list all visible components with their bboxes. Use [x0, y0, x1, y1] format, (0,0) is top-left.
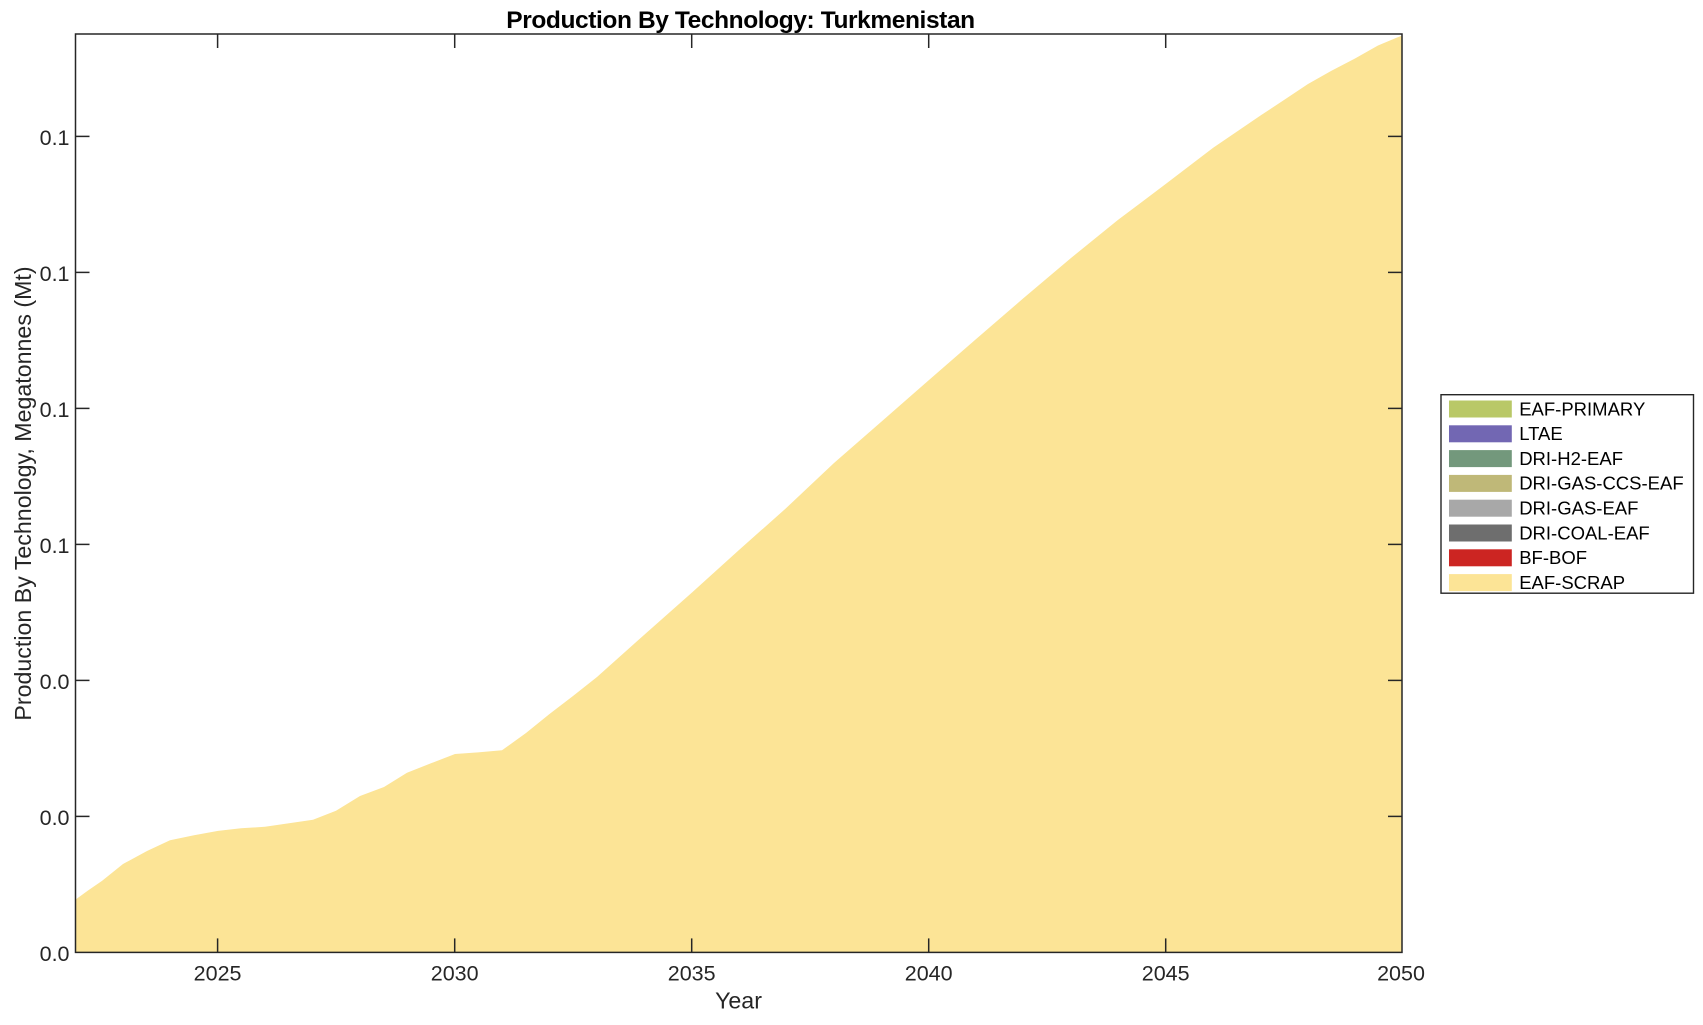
svg-text:0.1: 0.1	[40, 534, 70, 558]
svg-text:LTAE: LTAE	[1519, 423, 1563, 444]
svg-text:2045: 2045	[1142, 962, 1190, 986]
svg-text:BF-BOF: BF-BOF	[1519, 547, 1587, 568]
svg-text:DRI-GAS-CCS-EAF: DRI-GAS-CCS-EAF	[1519, 473, 1683, 494]
svg-text:0.1: 0.1	[40, 126, 70, 150]
svg-text:2035: 2035	[668, 962, 716, 986]
svg-text:0.1: 0.1	[40, 262, 70, 286]
svg-text:DRI-H2-EAF: DRI-H2-EAF	[1519, 448, 1623, 469]
svg-text:2050: 2050	[1377, 962, 1425, 986]
svg-text:DRI-GAS-EAF: DRI-GAS-EAF	[1519, 498, 1638, 519]
svg-text:Year: Year	[715, 988, 762, 1014]
svg-text:2030: 2030	[431, 962, 479, 986]
svg-text:EAF-PRIMARY: EAF-PRIMARY	[1519, 398, 1645, 419]
svg-text:0.0: 0.0	[40, 942, 70, 966]
svg-text:0.1: 0.1	[40, 398, 70, 422]
svg-text:0.0: 0.0	[40, 806, 70, 830]
svg-text:EAF-SCRAP: EAF-SCRAP	[1519, 572, 1625, 593]
svg-text:DRI-COAL-EAF: DRI-COAL-EAF	[1519, 522, 1650, 543]
svg-text:0.0: 0.0	[40, 670, 70, 694]
svg-text:Production By Technology, Mega: Production By Technology, Megatonnes (Mt…	[10, 266, 36, 720]
svg-text:2040: 2040	[905, 962, 953, 986]
svg-text:Production By Technology: Turk: Production By Technology: Turkmenistan	[506, 7, 974, 34]
svg-text:2025: 2025	[194, 962, 242, 986]
